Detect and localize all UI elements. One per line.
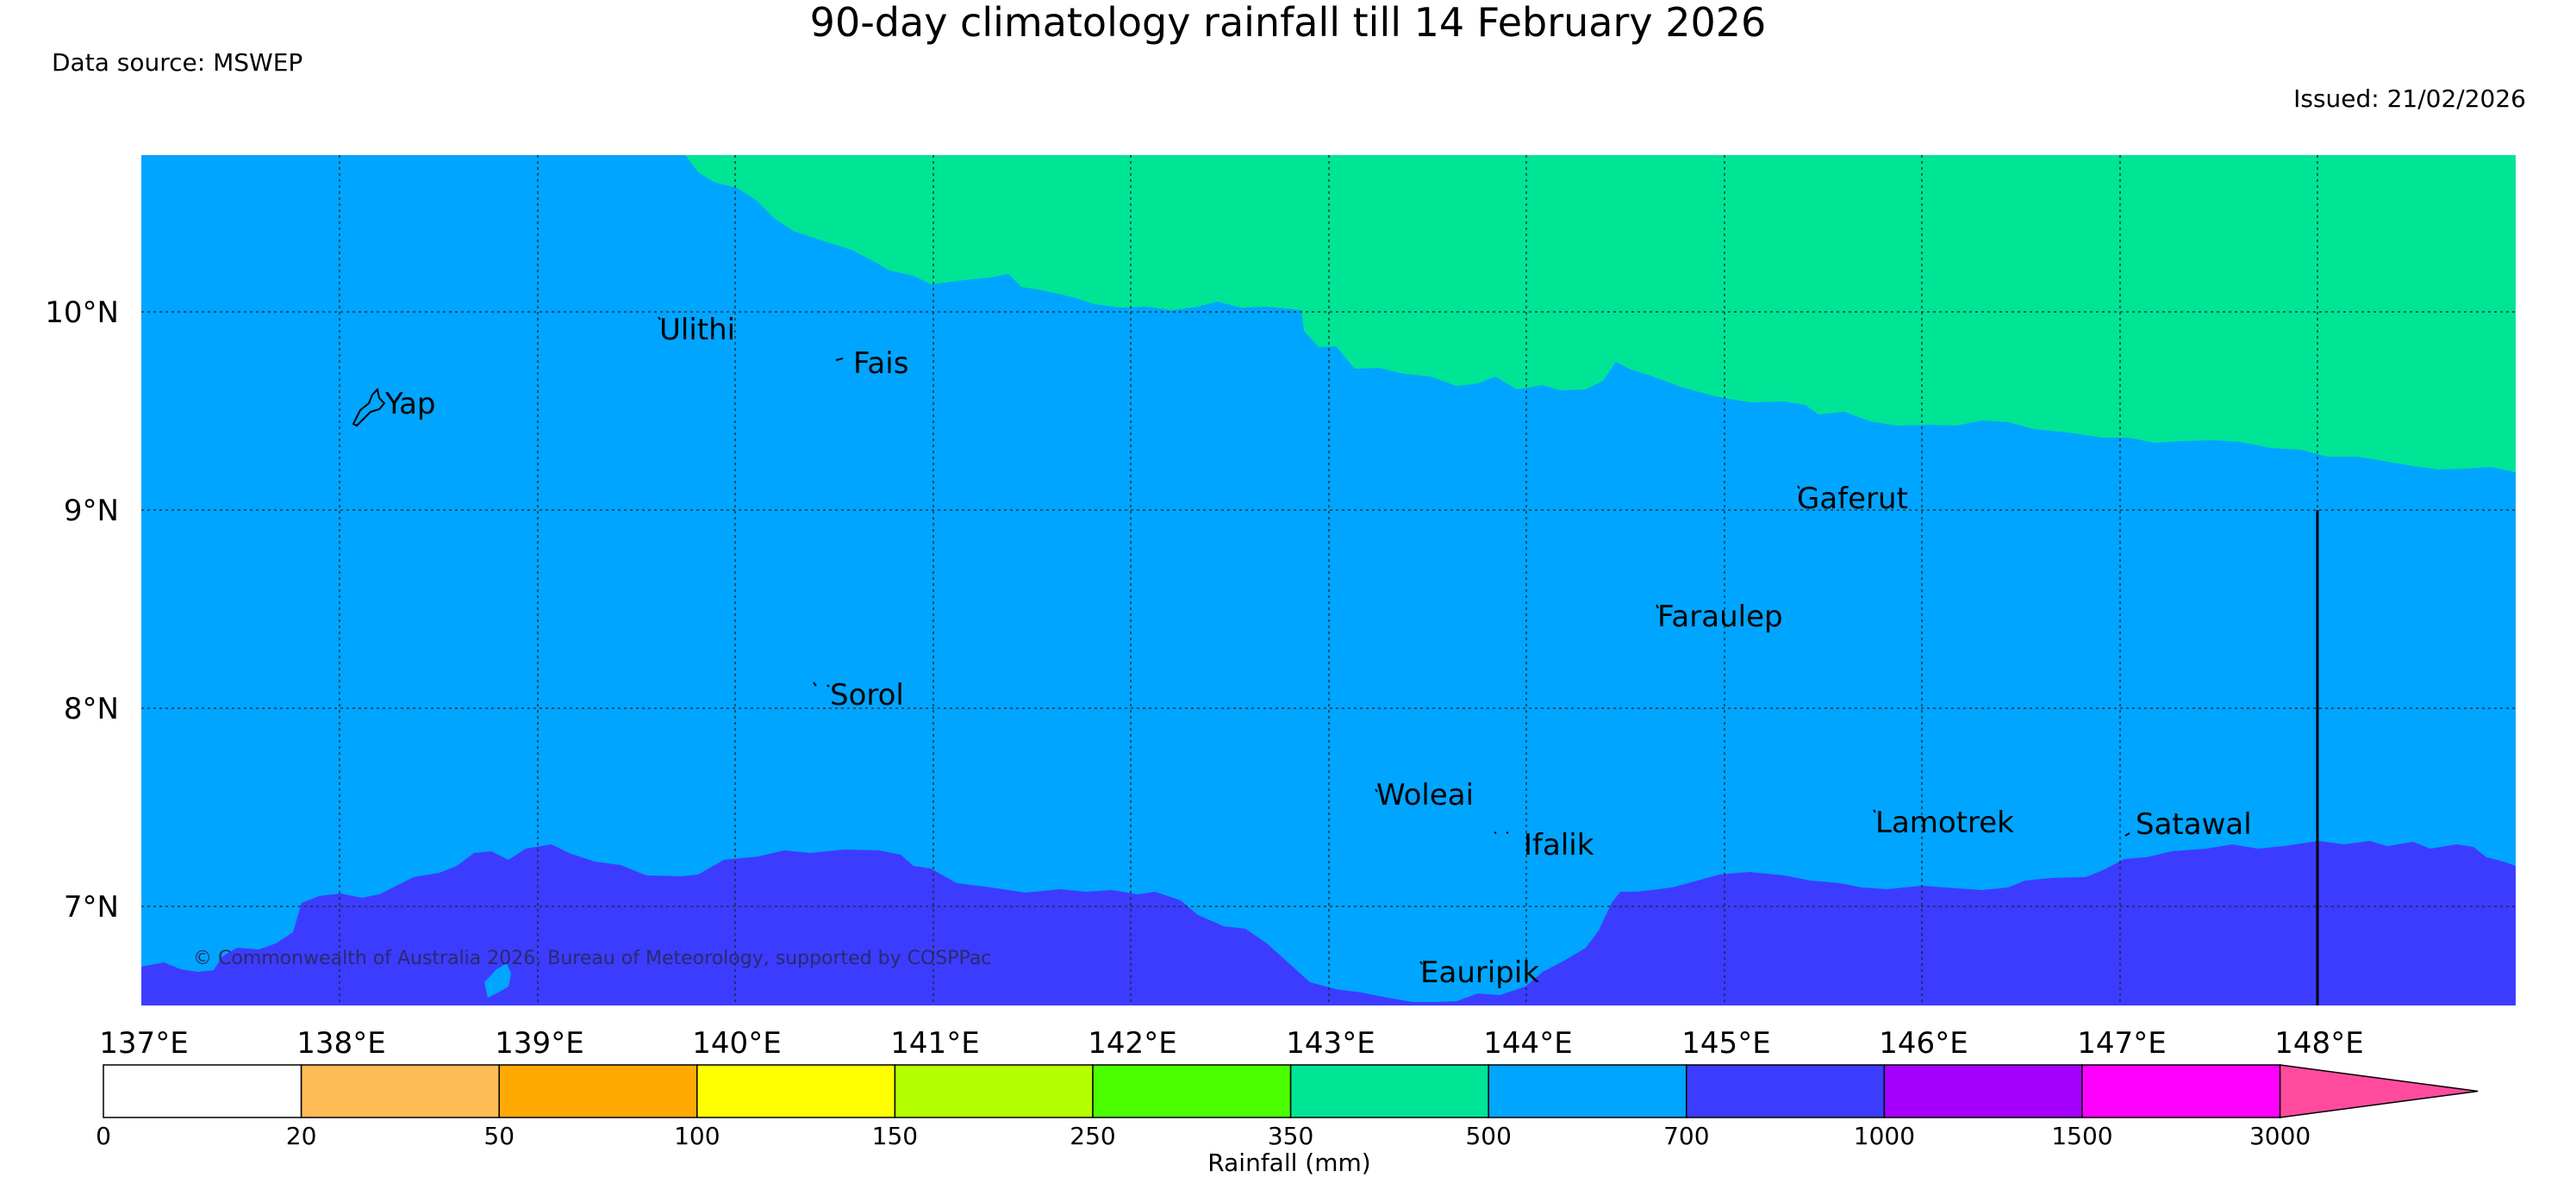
lon-label-147e: 147°E — [2077, 1026, 2166, 1061]
colorbar-tick-label: 3000 — [2249, 1122, 2311, 1150]
colorbar-tick-label: 50 — [483, 1122, 515, 1150]
lon-label-143e: 143°E — [1286, 1026, 1375, 1061]
place-label-satawal: Satawal — [2136, 807, 2252, 842]
colorbar-segment — [1883, 1064, 2083, 1118]
colorbar-segment — [894, 1064, 1094, 1118]
rainfall-zone-north — [685, 155, 2516, 472]
colorbar-segment — [1686, 1064, 1886, 1118]
lon-label-145e: 145°E — [1681, 1026, 1770, 1061]
data-source-label: Data source: MSWEP — [52, 48, 303, 77]
colorbar-segment — [696, 1064, 896, 1118]
place-label-yap: Yap — [384, 387, 436, 421]
colorbar-tick-label: 500 — [1465, 1122, 1511, 1150]
colorbar-tick-label: 100 — [674, 1122, 720, 1150]
lon-label-140e: 140°E — [692, 1026, 781, 1061]
lon-label-148e: 148°E — [2274, 1026, 2363, 1061]
colorbar-tick-label: 250 — [1070, 1122, 1115, 1150]
place-labels: Yap Ulithi Fais Gaferut Faraulep Sorol W… — [384, 313, 2252, 990]
colorbar-segment — [103, 1064, 303, 1118]
copyright-notice: © Commonwealth of Australia 2026, Bureau… — [193, 948, 991, 969]
lon-label-141e: 141°E — [890, 1026, 979, 1061]
colorbar-tick-label: 0 — [96, 1122, 111, 1150]
lon-label-139e: 139°E — [495, 1026, 583, 1061]
sorol-marker — [813, 682, 830, 688]
lon-label-144e: 144°E — [1483, 1026, 1572, 1061]
place-label-ulithi: Ulithi — [659, 313, 735, 347]
lon-label-146e: 146°E — [1879, 1026, 1968, 1061]
issued-date: Issued: 21/02/2026 — [2293, 84, 2526, 113]
colorbar-segment — [2081, 1064, 2281, 1118]
colorbar-segment — [1289, 1064, 1489, 1118]
lat-label-10n: 10°N — [45, 296, 119, 330]
lat-label-7n: 7°N — [64, 890, 119, 924]
colorbar-tick-label: 1500 — [2051, 1122, 2112, 1150]
place-label-faraulep: Faraulep — [1657, 600, 1783, 634]
island-shapes — [352, 316, 2130, 965]
place-label-ifalik: Ifalik — [1524, 828, 1594, 862]
colorbar-ticks: 0 20 50 100 150 250 350 500 700 1000 1500 3000 — [96, 1122, 2311, 1150]
colorbar-segment — [300, 1064, 500, 1118]
place-label-fais: Fais — [853, 346, 908, 381]
lon-label-137e: 137°E — [99, 1026, 188, 1061]
ulithi-marker — [658, 316, 661, 321]
lamotrek-marker — [1873, 809, 1876, 813]
place-label-sorol: Sorol — [830, 678, 904, 713]
fais-marker — [835, 358, 844, 361]
place-label-gaferut: Gaferut — [1797, 482, 1908, 516]
colorbar-segment — [1488, 1064, 1687, 1118]
gaferut-marker — [1797, 485, 1800, 489]
rainfall-patch — [484, 963, 511, 998]
map-title: 90-day climatology rainfall till 14 Febr… — [809, 0, 1767, 46]
place-label-woleai: Woleai — [1376, 778, 1474, 812]
yap-island-outline — [352, 387, 386, 427]
place-label-lamotrek: Lamotrek — [1875, 806, 2014, 840]
ifalik-marker — [1494, 831, 1509, 834]
lon-label-142e: 142°E — [1088, 1026, 1176, 1061]
lon-label-138e: 138°E — [296, 1026, 385, 1061]
longitude-labels: 137°E 138°E 139°E 140°E 141°E 142°E 143°… — [99, 1026, 2363, 1061]
colorbar-segment — [1092, 1064, 1292, 1118]
latitude-labels: 10°N 9°N 8°N 7°N — [45, 296, 119, 924]
colorbar-label: Rainfall (mm) — [1207, 1149, 1370, 1177]
colorbar-tick-label: 700 — [1663, 1122, 1709, 1150]
lat-label-9n: 9°N — [64, 494, 119, 528]
colorbar-tick-label: 20 — [286, 1122, 317, 1150]
colorbar — [103, 1064, 2479, 1118]
colorbar-extension — [2279, 1064, 2479, 1118]
colorbar-segment — [498, 1064, 698, 1118]
satawal-marker — [2124, 832, 2130, 837]
faraulep-marker — [1656, 604, 1659, 609]
place-label-eauripik: Eauripik — [1420, 956, 1539, 990]
colorbar-tick-label: 150 — [872, 1122, 918, 1150]
colorbar-tick-label: 350 — [1268, 1122, 1313, 1150]
colorbar-tick-label: 1000 — [1854, 1122, 1915, 1150]
woleai-marker — [1375, 788, 1378, 793]
eauripik-marker — [1419, 961, 1423, 965]
lat-label-8n: 8°N — [64, 692, 119, 726]
